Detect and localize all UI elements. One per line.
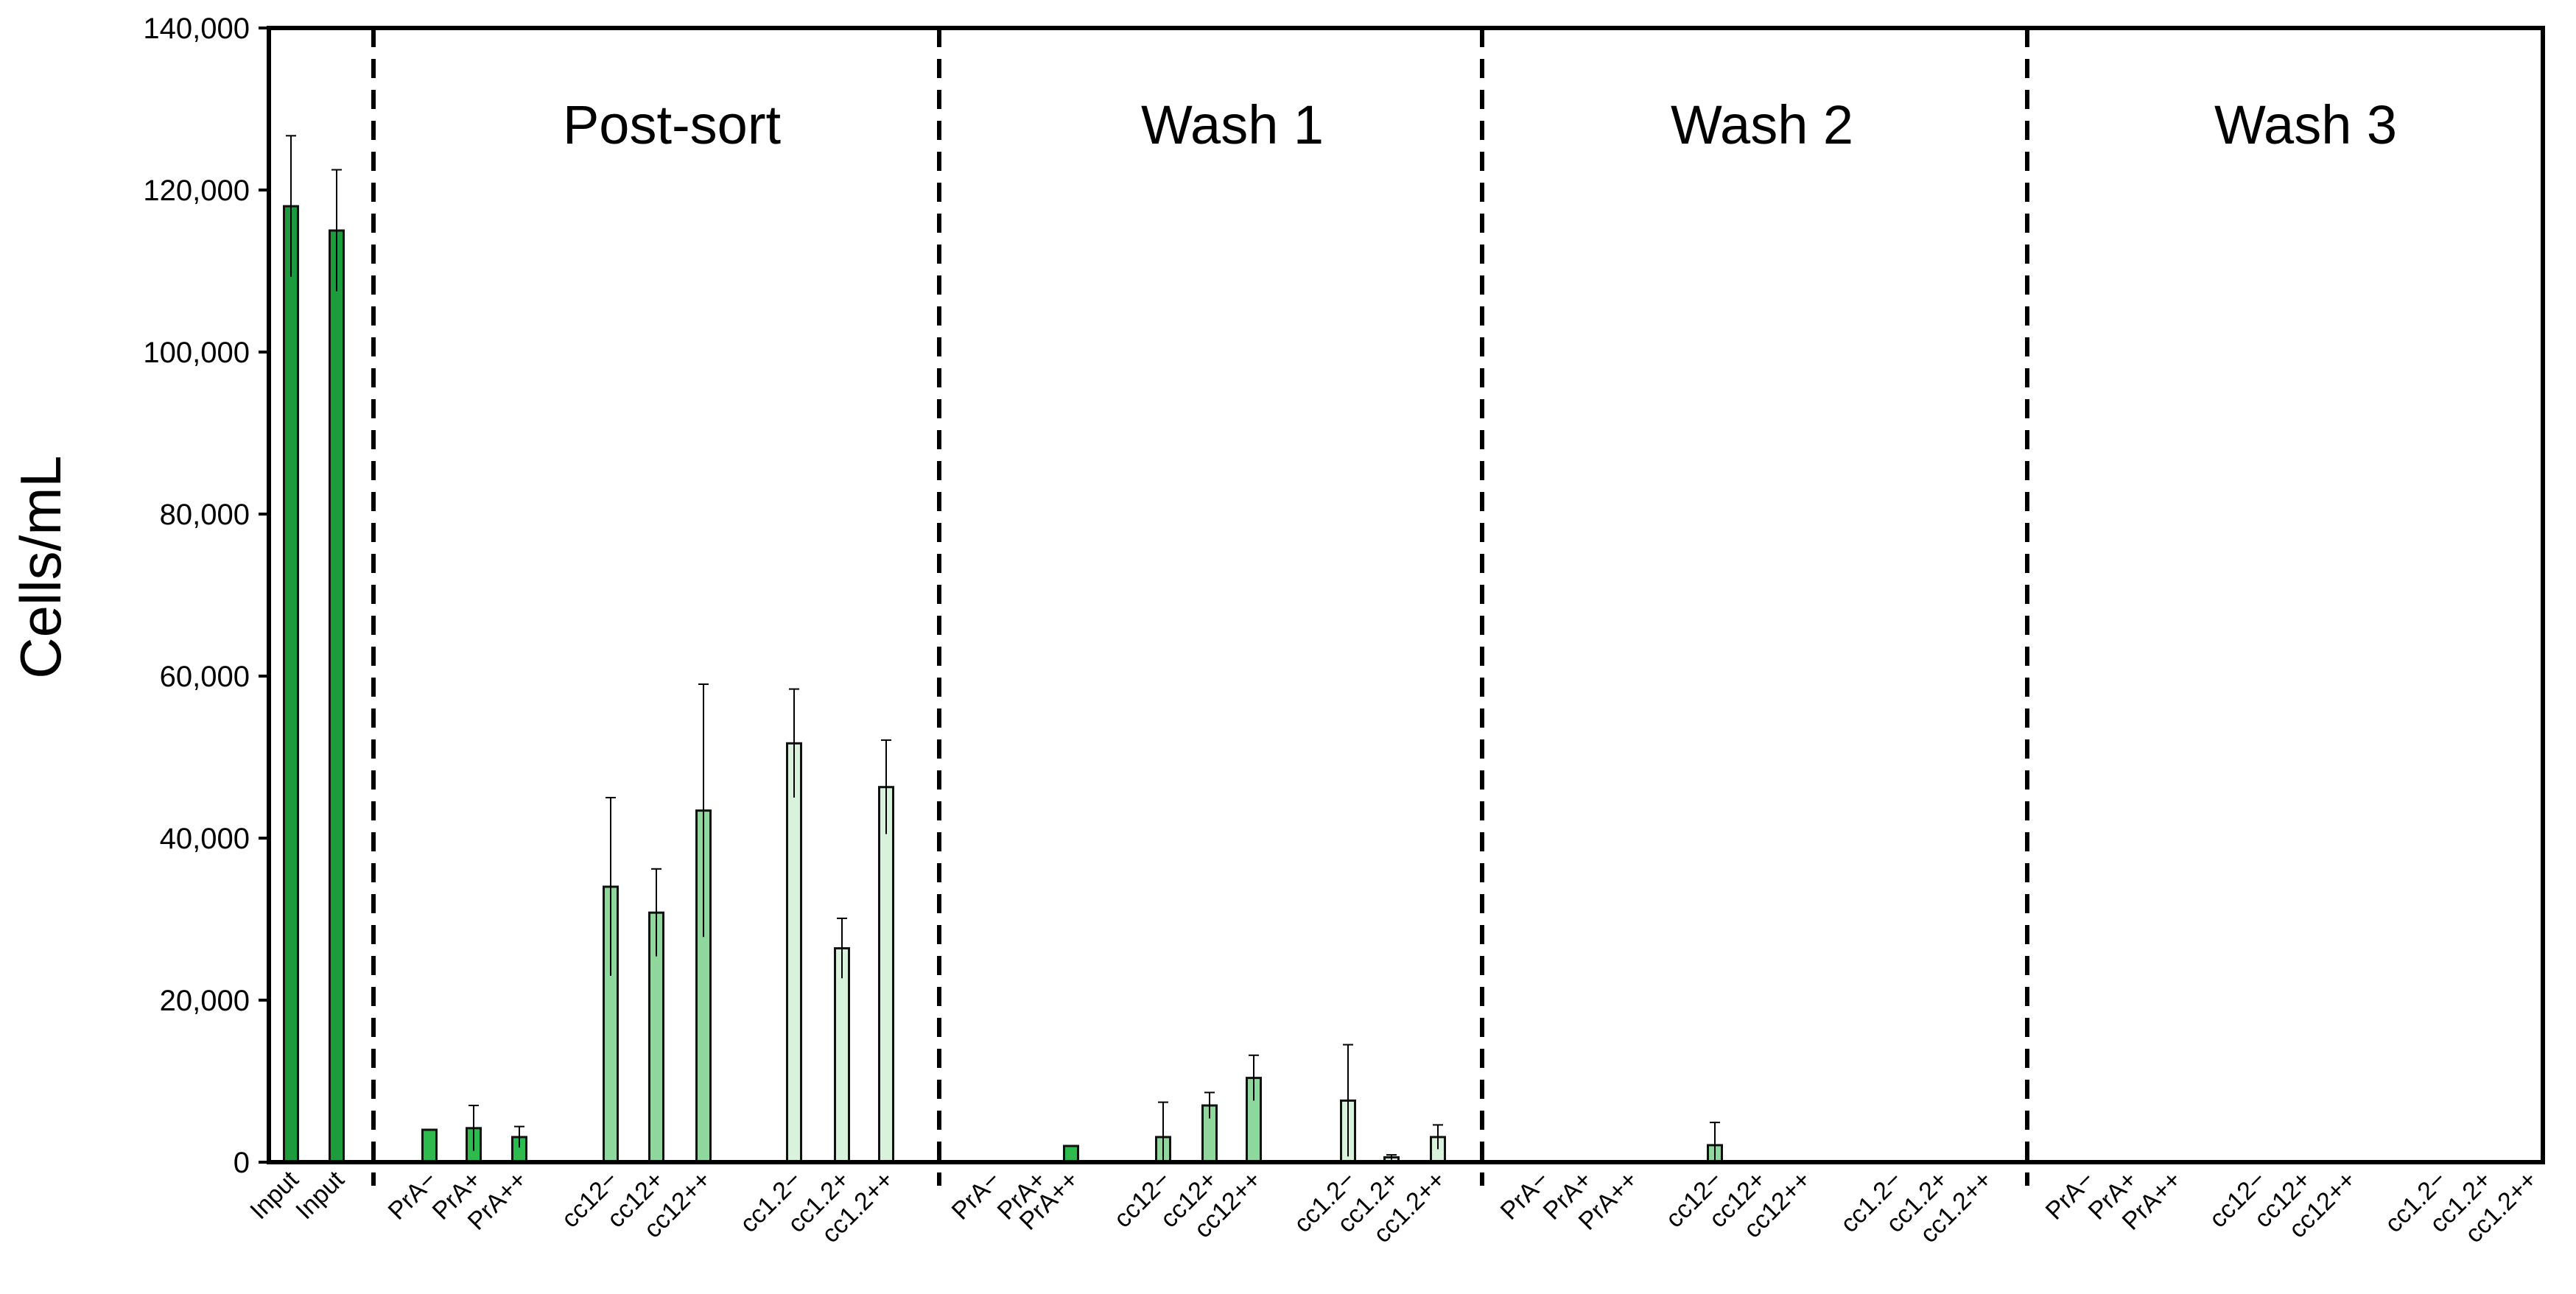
bar-post-sort-9 (878, 786, 894, 1164)
plot-frame (267, 26, 2545, 1164)
x-tick-label: PrA− (2040, 1166, 2100, 1226)
x-tick-label: Input (245, 1165, 304, 1225)
x-tick-label: PrA− (383, 1166, 443, 1226)
section-titles: Post-sort Wash 1 Wash 2 Wash 3 (563, 94, 2397, 155)
y-tick-label: 80,000 (160, 499, 250, 531)
y-axis-label: Cells/mL (8, 455, 73, 678)
axes (259, 26, 2545, 1164)
bar-input-2 (329, 229, 345, 1164)
plot-background (269, 28, 2543, 1162)
y-tick-label: 120,000 (143, 175, 250, 207)
bar-post-sort-8 (834, 947, 850, 1164)
section-title-wash-3: Wash 3 (2214, 94, 2397, 155)
section-title-wash-2: Wash 2 (1671, 94, 1853, 155)
section-title-post-sort: Post-sort (563, 94, 782, 155)
bar-input-1 (283, 205, 299, 1164)
y-tick-labels: 0 20,000 40,000 60,000 80,000 100,000 120,000 1… (143, 13, 250, 1179)
y-tick-label: 100,000 (143, 337, 250, 369)
section-title-wash-1: Wash 1 (1141, 94, 1324, 155)
y-tick-label: 20,000 (160, 985, 250, 1017)
bar-post-sort-7 (786, 742, 802, 1164)
y-tick-label: 0 (234, 1147, 250, 1179)
y-tick-label: 140,000 (143, 13, 250, 45)
bar-post-sort-1 (421, 1128, 438, 1164)
x-tick-label: PrA− (947, 1166, 1006, 1226)
x-tick-label: Input (290, 1165, 350, 1225)
bar-wash-1-3 (1063, 1144, 1079, 1164)
plot-area (269, 28, 2543, 1162)
y-tick-label: 40,000 (160, 823, 250, 855)
error-bars (286, 135, 1720, 1162)
section-separators (371, 28, 2029, 1186)
x-tick-label: PrA− (1495, 1166, 1555, 1226)
y-tick-label: 60,000 (160, 661, 250, 693)
